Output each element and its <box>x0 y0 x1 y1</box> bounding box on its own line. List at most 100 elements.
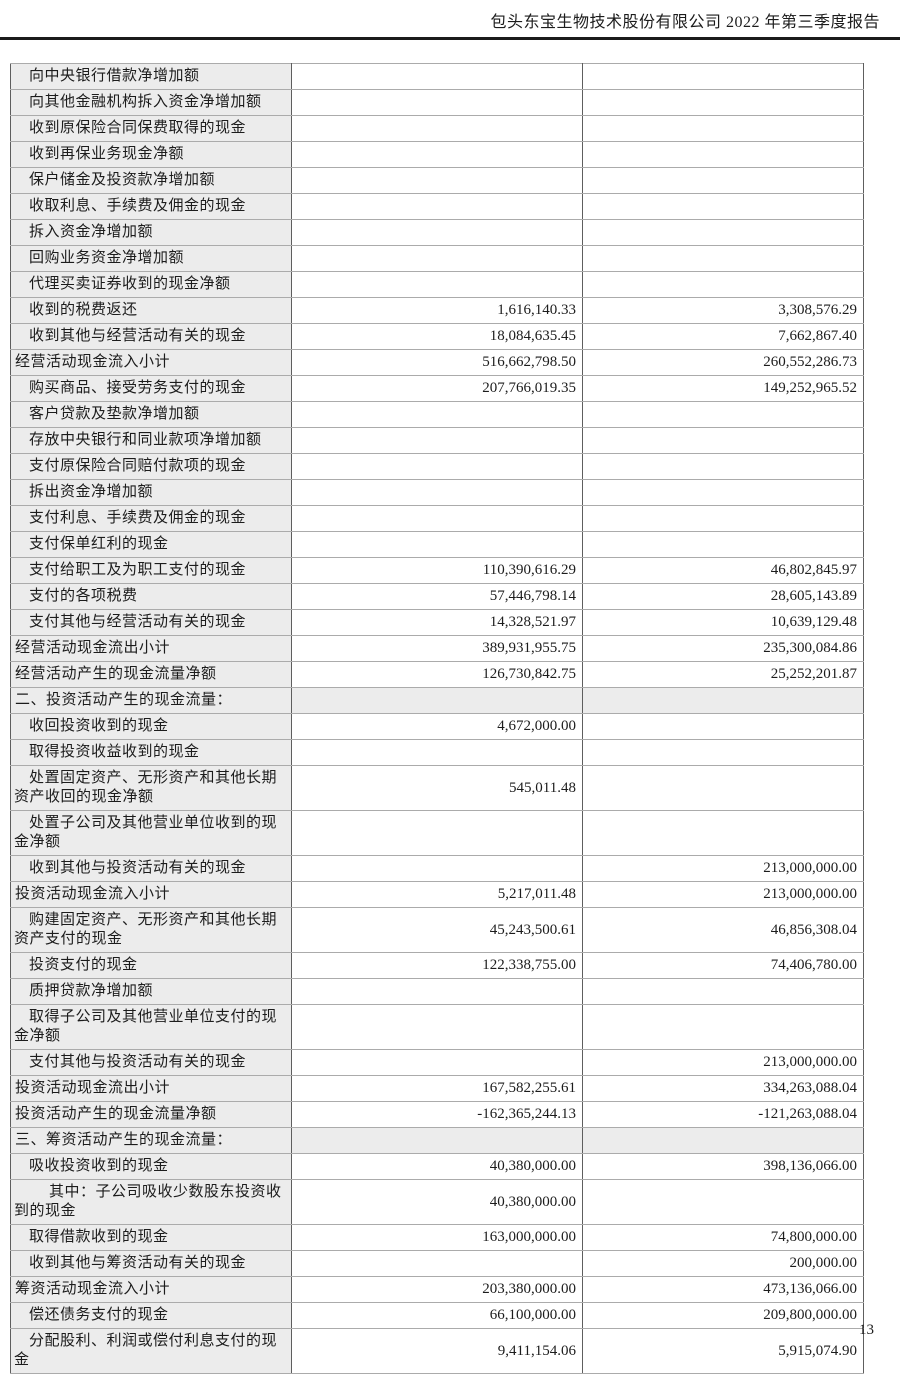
row-label: 收取利息、手续费及佣金的现金 <box>10 193 292 220</box>
row-label: 支付其他与投资活动有关的现金 <box>10 1049 292 1076</box>
table-row: 支付其他与投资活动有关的现金 213,000,000.00 <box>10 1049 864 1076</box>
prior-period-value: 46,802,845.97 <box>582 557 864 584</box>
table-row: 向中央银行借款净增加额 <box>10 63 864 90</box>
table-row: 投资活动现金流入小计 5,217,011.48 213,000,000.00 <box>10 881 864 908</box>
report-title: 包头东宝生物技术股份有限公司 2022 年第三季度报告 <box>490 14 880 31</box>
current-period-value: 9,411,154.06 <box>291 1328 583 1374</box>
current-period-value: -162,365,244.13 <box>291 1101 583 1128</box>
prior-period-value <box>582 453 864 480</box>
prior-period-value <box>582 1004 864 1050</box>
prior-period-value <box>582 89 864 116</box>
table-row: 收回投资收到的现金 4,672,000.00 <box>10 713 864 740</box>
table-row: 收到其他与投资活动有关的现金 213,000,000.00 <box>10 855 864 882</box>
prior-period-value <box>582 687 864 714</box>
current-period-value <box>291 167 583 194</box>
row-label: 经营活动现金流入小计 <box>10 349 292 376</box>
current-period-value <box>291 401 583 428</box>
current-period-value <box>291 219 583 246</box>
row-label: 支付保单红利的现金 <box>10 531 292 558</box>
row-label: 取得子公司及其他营业单位支付的现金净额 <box>10 1004 292 1050</box>
current-period-value: 126,730,842.75 <box>291 661 583 688</box>
row-label: 投资活动产生的现金流量净额 <box>10 1101 292 1128</box>
table-row: 支付给职工及为职工支付的现金 110,390,616.29 46,802,845.9… <box>10 557 864 584</box>
prior-period-value: 3,308,576.29 <box>582 297 864 324</box>
section-row: 二、投资活动产生的现金流量： <box>10 687 864 714</box>
table-row: 支付其他与经营活动有关的现金 14,328,521.97 10,639,129.48 <box>10 609 864 636</box>
current-period-value <box>291 687 583 714</box>
table-row: 处置固定资产、无形资产和其他长期资产收回的现金净额 545,011.48 <box>10 765 864 811</box>
row-label: 拆入资金净增加额 <box>10 219 292 246</box>
row-label: 分配股利、利润或偿付利息支付的现金 <box>10 1328 292 1374</box>
current-period-value: 14,328,521.97 <box>291 609 583 636</box>
row-label: 吸收投资收到的现金 <box>10 1153 292 1180</box>
row-label: 支付利息、手续费及佣金的现金 <box>10 505 292 532</box>
row-label: 投资活动现金流入小计 <box>10 881 292 908</box>
table-row: 拆出资金净增加额 <box>10 479 864 506</box>
prior-period-value: 213,000,000.00 <box>582 1049 864 1076</box>
row-label: 收到的税费返还 <box>10 297 292 324</box>
table-row: 收到其他与筹资活动有关的现金 200,000.00 <box>10 1250 864 1277</box>
current-period-value: 1,616,140.33 <box>291 297 583 324</box>
row-label: 质押贷款净增加额 <box>10 978 292 1005</box>
prior-period-value: 213,000,000.00 <box>582 855 864 882</box>
row-label: 存放中央银行和同业款项净增加额 <box>10 427 292 454</box>
table-row: 质押贷款净增加额 <box>10 978 864 1005</box>
prior-period-value: 74,800,000.00 <box>582 1224 864 1251</box>
table-row: 支付的各项税费 57,446,798.14 28,605,143.89 <box>10 583 864 610</box>
current-period-value: 4,672,000.00 <box>291 713 583 740</box>
row-label: 收到再保业务现金净额 <box>10 141 292 168</box>
row-label: 投资活动现金流出小计 <box>10 1075 292 1102</box>
prior-period-value <box>582 505 864 532</box>
row-label: 向中央银行借款净增加额 <box>10 63 292 90</box>
current-period-value <box>291 1049 583 1076</box>
cash-flow-table: 向中央银行借款净增加额 向其他金融机构拆入资金净增加额 收到原保险合同保费取得的现金… <box>10 63 864 1374</box>
current-period-value: 167,582,255.61 <box>291 1075 583 1102</box>
table-row: 购建固定资产、无形资产和其他长期资产支付的现金 45,243,500.61 46,8… <box>10 907 864 953</box>
table-row: 处置子公司及其他营业单位收到的现金净额 <box>10 810 864 856</box>
row-label: 收到其他与筹资活动有关的现金 <box>10 1250 292 1277</box>
table-row: 取得借款收到的现金 163,000,000.00 74,800,000.00 <box>10 1224 864 1251</box>
row-label: 取得投资收益收到的现金 <box>10 739 292 766</box>
current-period-value: 545,011.48 <box>291 765 583 811</box>
current-period-value <box>291 89 583 116</box>
prior-period-value <box>582 401 864 428</box>
row-label: 收到原保险合同保费取得的现金 <box>10 115 292 142</box>
prior-period-value <box>582 713 864 740</box>
prior-period-value <box>582 1179 864 1225</box>
row-label: 其中：子公司吸收少数股东投资收到的现金 <box>10 1179 292 1225</box>
current-period-value: 203,380,000.00 <box>291 1276 583 1303</box>
row-label: 三、筹资活动产生的现金流量： <box>10 1127 292 1154</box>
current-period-value <box>291 479 583 506</box>
prior-period-value <box>582 1127 864 1154</box>
current-period-value: 122,338,755.00 <box>291 952 583 979</box>
row-label: 收到其他与投资活动有关的现金 <box>10 855 292 882</box>
prior-period-value: 334,263,088.04 <box>582 1075 864 1102</box>
table-row: 吸收投资收到的现金 40,380,000.00 398,136,066.00 <box>10 1153 864 1180</box>
row-label: 回购业务资金净增加额 <box>10 245 292 272</box>
table-row: 取得子公司及其他营业单位支付的现金净额 <box>10 1004 864 1050</box>
page-number: 13 <box>859 1322 874 1338</box>
current-period-value: 163,000,000.00 <box>291 1224 583 1251</box>
table-row: 分配股利、利润或偿付利息支付的现金 9,411,154.06 5,915,074.9… <box>10 1328 864 1374</box>
prior-period-value: 7,662,867.40 <box>582 323 864 350</box>
prior-period-value: 28,605,143.89 <box>582 583 864 610</box>
prior-period-value: 235,300,084.86 <box>582 635 864 662</box>
table-row: 代理买卖证券收到的现金净额 <box>10 271 864 298</box>
table-row: 支付保单红利的现金 <box>10 531 864 558</box>
row-label: 购买商品、接受劳务支付的现金 <box>10 375 292 402</box>
prior-period-value: 209,800,000.00 <box>582 1302 864 1329</box>
prior-period-value <box>582 141 864 168</box>
table-row: 购买商品、接受劳务支付的现金 207,766,019.35 149,252,965.… <box>10 375 864 402</box>
prior-period-value: 46,856,308.04 <box>582 907 864 953</box>
table-row: 拆入资金净增加额 <box>10 219 864 246</box>
row-label: 处置子公司及其他营业单位收到的现金净额 <box>10 810 292 856</box>
prior-period-value <box>582 63 864 90</box>
current-period-value <box>291 271 583 298</box>
table-row: 向其他金融机构拆入资金净增加额 <box>10 89 864 116</box>
prior-period-value: -121,263,088.04 <box>582 1101 864 1128</box>
prior-period-value: 213,000,000.00 <box>582 881 864 908</box>
current-period-value <box>291 115 583 142</box>
table-row: 回购业务资金净增加额 <box>10 245 864 272</box>
table-row: 支付原保险合同赔付款项的现金 <box>10 453 864 480</box>
prior-period-value: 473,136,066.00 <box>582 1276 864 1303</box>
